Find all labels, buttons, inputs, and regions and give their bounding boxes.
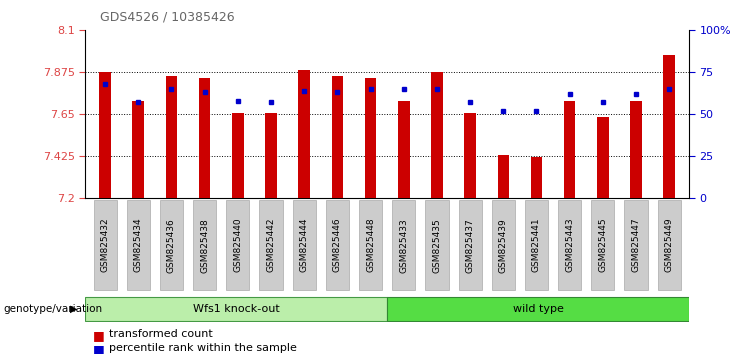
Bar bbox=[265, 113, 277, 198]
Text: ▶: ▶ bbox=[70, 304, 78, 314]
Bar bbox=[564, 101, 576, 198]
Text: percentile rank within the sample: percentile rank within the sample bbox=[109, 343, 297, 353]
Text: GSM825442: GSM825442 bbox=[267, 218, 276, 272]
Text: genotype/variation: genotype/variation bbox=[4, 304, 103, 314]
FancyBboxPatch shape bbox=[293, 200, 316, 290]
Text: GSM825444: GSM825444 bbox=[299, 218, 309, 272]
FancyBboxPatch shape bbox=[326, 200, 349, 290]
Text: ■: ■ bbox=[93, 343, 104, 354]
Text: wild type: wild type bbox=[513, 304, 564, 314]
FancyBboxPatch shape bbox=[625, 200, 648, 290]
Text: GSM825443: GSM825443 bbox=[565, 218, 574, 273]
Bar bbox=[331, 76, 343, 198]
Text: transformed count: transformed count bbox=[109, 329, 213, 339]
FancyBboxPatch shape bbox=[127, 200, 150, 290]
Text: GSM825438: GSM825438 bbox=[200, 218, 209, 273]
Text: GSM825437: GSM825437 bbox=[465, 218, 475, 273]
FancyBboxPatch shape bbox=[160, 200, 183, 290]
Bar bbox=[431, 72, 443, 198]
FancyBboxPatch shape bbox=[425, 200, 448, 290]
FancyBboxPatch shape bbox=[459, 200, 482, 290]
Bar bbox=[597, 117, 608, 198]
Bar bbox=[663, 55, 675, 198]
Bar bbox=[166, 76, 177, 198]
FancyBboxPatch shape bbox=[193, 200, 216, 290]
Bar bbox=[299, 70, 310, 198]
FancyBboxPatch shape bbox=[359, 200, 382, 290]
Text: GSM825436: GSM825436 bbox=[167, 218, 176, 273]
Bar bbox=[531, 157, 542, 198]
Bar bbox=[398, 101, 410, 198]
FancyBboxPatch shape bbox=[93, 200, 117, 290]
FancyBboxPatch shape bbox=[492, 200, 515, 290]
Text: GSM825435: GSM825435 bbox=[433, 218, 442, 273]
Text: Wfs1 knock-out: Wfs1 knock-out bbox=[193, 304, 279, 314]
FancyBboxPatch shape bbox=[226, 200, 250, 290]
Bar bbox=[365, 78, 376, 198]
FancyBboxPatch shape bbox=[525, 200, 548, 290]
Text: GSM825439: GSM825439 bbox=[499, 218, 508, 273]
Bar bbox=[199, 78, 210, 198]
Text: GSM825441: GSM825441 bbox=[532, 218, 541, 273]
Text: GSM825445: GSM825445 bbox=[598, 218, 608, 273]
FancyBboxPatch shape bbox=[387, 297, 689, 321]
Text: GSM825440: GSM825440 bbox=[233, 218, 242, 273]
Text: GSM825434: GSM825434 bbox=[134, 218, 143, 273]
Text: GSM825449: GSM825449 bbox=[665, 218, 674, 273]
Bar bbox=[465, 113, 476, 198]
FancyBboxPatch shape bbox=[591, 200, 614, 290]
Bar bbox=[497, 155, 509, 198]
Text: GSM825447: GSM825447 bbox=[631, 218, 640, 273]
FancyBboxPatch shape bbox=[259, 200, 282, 290]
Text: ■: ■ bbox=[93, 329, 104, 342]
Bar bbox=[99, 72, 111, 198]
Text: GDS4526 / 10385426: GDS4526 / 10385426 bbox=[100, 11, 235, 24]
Bar bbox=[232, 113, 244, 198]
Text: GSM825433: GSM825433 bbox=[399, 218, 408, 273]
Text: GSM825432: GSM825432 bbox=[101, 218, 110, 273]
FancyBboxPatch shape bbox=[85, 297, 387, 321]
FancyBboxPatch shape bbox=[392, 200, 416, 290]
Text: GSM825446: GSM825446 bbox=[333, 218, 342, 273]
Bar bbox=[631, 101, 642, 198]
Text: GSM825448: GSM825448 bbox=[366, 218, 375, 273]
FancyBboxPatch shape bbox=[657, 200, 681, 290]
FancyBboxPatch shape bbox=[558, 200, 581, 290]
Bar bbox=[133, 101, 144, 198]
